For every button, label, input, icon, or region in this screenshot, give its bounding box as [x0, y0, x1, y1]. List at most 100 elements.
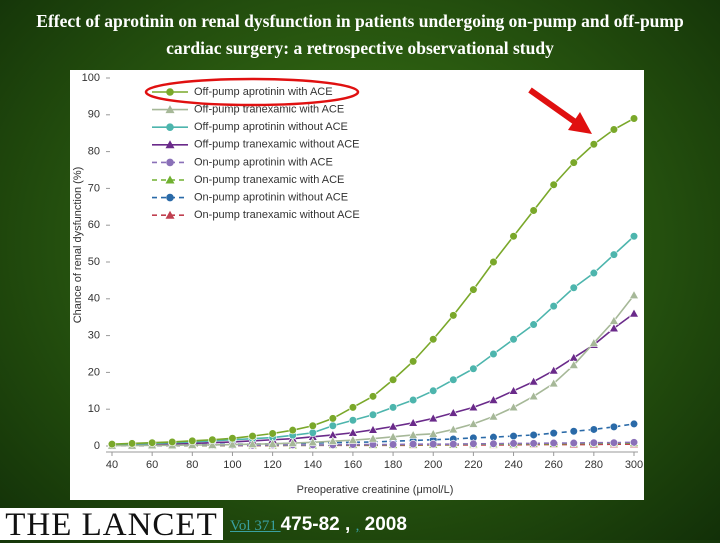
point	[429, 386, 438, 395]
point	[569, 427, 578, 436]
point	[288, 426, 297, 435]
point	[589, 140, 598, 149]
point	[127, 439, 137, 448]
point	[348, 403, 358, 412]
point	[549, 429, 558, 438]
point	[529, 206, 538, 215]
point	[367, 424, 379, 434]
point	[188, 436, 197, 445]
x-axis-label: Preoperative creatinine (μmol/L)	[297, 484, 454, 496]
point	[287, 437, 298, 447]
x-tick-label: 220	[464, 459, 482, 471]
point	[548, 378, 559, 388]
legend-label: Off-pump tranexamic without ACE	[194, 139, 359, 151]
point	[589, 268, 598, 278]
point	[328, 414, 337, 423]
point	[509, 335, 518, 344]
point	[328, 421, 337, 430]
point	[148, 438, 157, 447]
point	[368, 410, 378, 419]
legend-marker	[165, 140, 175, 149]
y-tick-label: 30	[88, 330, 100, 342]
legend-label: On-pump aprotinin without ACE	[194, 192, 348, 204]
logo: THE LANCET	[0, 508, 223, 542]
point	[529, 439, 538, 448]
point	[168, 437, 177, 447]
point	[448, 424, 459, 434]
legend-marker	[166, 123, 174, 131]
point	[628, 308, 640, 318]
chart-panel	[70, 70, 644, 500]
legend-label: On-pump tranexamic without ACE	[194, 209, 360, 221]
point	[569, 438, 578, 448]
point	[308, 421, 317, 430]
point	[449, 311, 458, 320]
point	[509, 232, 518, 241]
point	[549, 438, 558, 448]
point	[509, 439, 518, 448]
point	[489, 257, 498, 267]
point	[609, 125, 619, 134]
y-tick-label: 60	[88, 219, 100, 231]
x-tick-label: 180	[384, 459, 402, 471]
reference: Vol 371 475-82 , , 2008	[230, 514, 407, 536]
y-tick-label: 20	[88, 366, 100, 378]
point	[488, 411, 499, 421]
y-tick-label: 80	[88, 146, 100, 158]
y-tick-label: 10	[88, 403, 100, 415]
point	[307, 437, 318, 447]
y-tick-label: 40	[88, 293, 100, 305]
point	[609, 250, 619, 259]
point	[308, 428, 317, 437]
point	[429, 335, 438, 344]
legend-marker	[166, 193, 174, 202]
point	[267, 438, 278, 448]
point	[629, 438, 639, 447]
point	[228, 434, 237, 443]
point	[589, 425, 598, 434]
point	[468, 418, 479, 428]
point	[549, 180, 558, 189]
separator-link[interactable]: ,	[355, 518, 360, 534]
point	[448, 407, 459, 417]
point	[589, 438, 598, 447]
y-tick-label: 50	[88, 256, 100, 268]
point	[569, 283, 578, 292]
legend-marker	[166, 158, 174, 167]
legend-marker	[165, 105, 175, 114]
point	[608, 315, 619, 325]
point	[529, 320, 538, 329]
point	[429, 440, 438, 449]
point	[388, 440, 398, 449]
x-tick-label: 60	[146, 459, 158, 471]
point	[588, 337, 599, 347]
y-tick-label: 90	[88, 109, 100, 121]
point	[629, 114, 639, 123]
point	[247, 439, 258, 448]
point	[509, 431, 518, 441]
y-tick-label: 100	[82, 72, 100, 84]
legend-label: On-pump aprotinin with ACE	[194, 156, 333, 168]
point	[268, 429, 277, 438]
separator: ,	[339, 514, 356, 535]
point	[227, 439, 238, 449]
point	[327, 436, 338, 446]
legend-label: Off-pump aprotinin with ACE	[194, 86, 333, 98]
point	[508, 385, 519, 395]
point	[409, 357, 418, 366]
point	[628, 290, 640, 299]
x-tick-label: 300	[625, 459, 643, 471]
point	[368, 392, 378, 401]
x-tick-label: 240	[504, 459, 522, 471]
x-tick-label: 260	[545, 459, 563, 471]
point	[609, 422, 619, 431]
arrow-shaft	[528, 87, 580, 127]
volume-link[interactable]: Vol 371	[230, 518, 281, 534]
x-tick-label: 120	[263, 459, 281, 471]
legend-label: On-pump tranexamic with ACE	[194, 174, 344, 186]
point	[348, 416, 358, 425]
arrow-head	[568, 112, 592, 134]
point	[347, 435, 358, 444]
